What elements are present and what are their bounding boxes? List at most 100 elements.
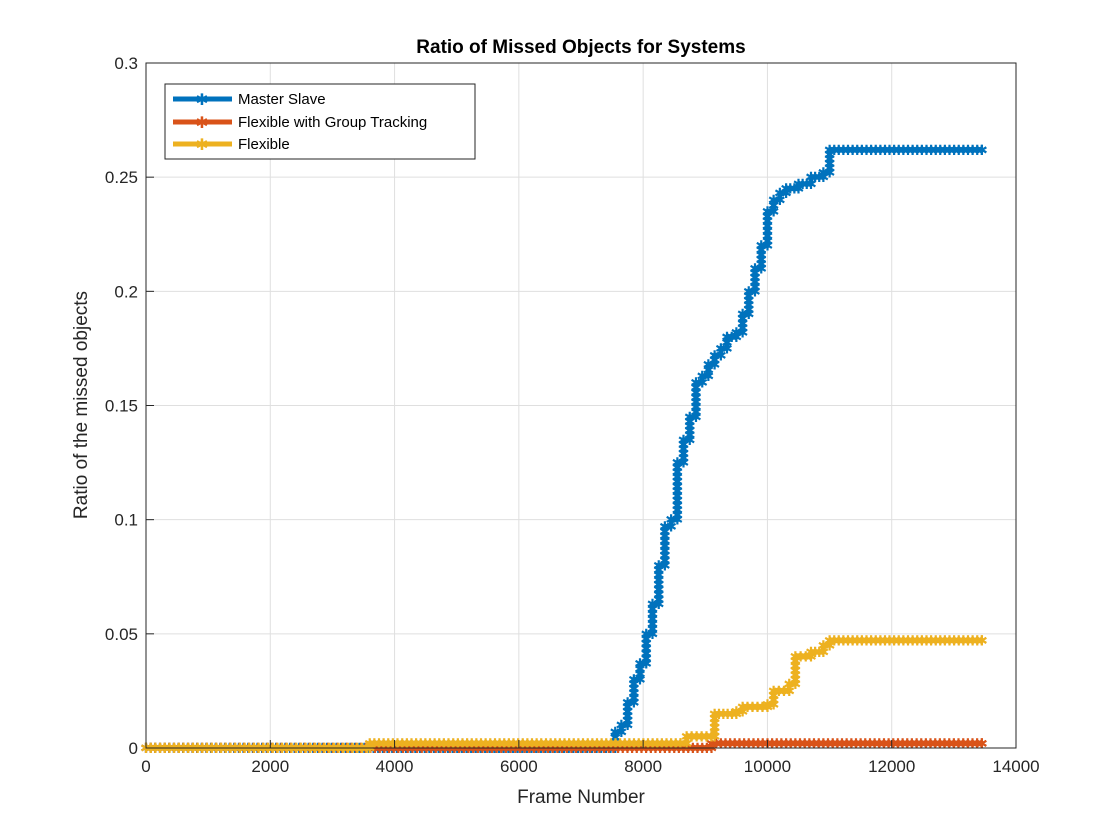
marker-master-slave-212: ✱ [743,307,755,323]
marker-master-slave-273: ✱ [874,143,886,159]
marker-master-slave-255: ✱ [817,170,829,186]
marker-master-slave-152: ✱ [659,534,671,550]
marker-master-slave-210: ✱ [737,312,749,328]
marker-flexible-151: ✱ [773,684,785,700]
marker-flexible-163: ✱ [800,650,812,666]
marker-flexible-167: ✱ [813,645,825,661]
marker-flexible-with-group-tracking-95: ✱ [584,741,596,757]
marker-flexible-180: ✱ [865,634,877,650]
marker-master-slave-270: ✱ [861,143,873,159]
marker-flexible-with-group-tracking-61: ✱ [425,741,437,757]
marker-flexible-with-group-tracking-140: ✱ [785,736,797,752]
marker-flexible-90: ✱ [549,736,561,752]
marker-flexible-21: ✱ [239,741,251,757]
marker-flexible-with-group-tracking-124: ✱ [710,736,722,752]
marker-flexible-186: ✱ [893,634,905,650]
marker-flexible-37: ✱ [314,741,326,757]
marker-master-slave-199: ✱ [715,348,727,364]
marker-master-slave-238: ✱ [768,204,780,220]
marker-flexible-89: ✱ [545,736,557,752]
marker-master-slave-112: ✱ [622,700,634,716]
x-tick-label-10000: 10000 [744,757,791,776]
marker-flexible-164: ✱ [805,650,817,666]
marker-flexible-71: ✱ [461,736,473,752]
marker-flexible-122: ✱ [691,730,703,746]
marker-flexible-46: ✱ [356,741,368,757]
marker-flexible-with-group-tracking-86: ✱ [542,741,554,757]
marker-master-slave-264: ✱ [833,143,845,159]
marker-flexible-54: ✱ [382,736,394,752]
marker-flexible-with-group-tracking-92: ✱ [570,741,582,757]
marker-flexible-with-group-tracking-80: ✱ [514,741,526,757]
marker-flexible-121: ✱ [686,730,698,746]
marker-master-slave-175: ✱ [678,437,690,453]
marker-master-slave-126: ✱ [640,647,652,663]
marker-flexible-with-group-tracking-109: ✱ [650,741,662,757]
marker-master-slave-284: ✱ [925,143,937,159]
marker-flexible-104: ✱ [614,736,626,752]
marker-flexible-with-group-tracking-136: ✱ [766,736,778,752]
marker-flexible-with-group-tracking-97: ✱ [594,741,606,757]
marker-flexible-with-group-tracking-123: ✱ [706,736,718,752]
marker-master-slave-123: ✱ [634,657,646,673]
marker-master-slave-116: ✱ [628,686,640,702]
marker-master-slave-147: ✱ [659,558,671,574]
marker-master-slave-244: ✱ [780,182,792,198]
marker-flexible-53: ✱ [378,736,390,752]
marker-flexible-with-group-tracking-79: ✱ [509,741,521,757]
marker-master-slave-150: ✱ [659,544,671,560]
marker-flexible-94: ✱ [568,736,580,752]
marker-flexible-118: ✱ [675,736,687,752]
marker-flexible-with-group-tracking-65: ✱ [444,741,456,757]
marker-master-slave-138: ✱ [653,597,665,613]
marker-master-slave-230: ✱ [762,239,774,255]
marker-master-slave-186: ✱ [690,395,702,411]
marker-flexible-with-group-tracking-76: ✱ [495,741,507,757]
marker-flexible-with-group-tracking-173: ✱ [939,736,951,752]
marker-master-slave-204: ✱ [726,330,738,346]
marker-master-slave-227: ✱ [755,248,767,264]
marker-flexible-with-group-tracking-116: ✱ [678,741,690,757]
marker-master-slave-216: ✱ [743,289,755,305]
marker-flexible-with-group-tracking-72: ✱ [477,741,489,757]
marker-master-slave-277: ✱ [893,143,905,159]
marker-master-slave-267: ✱ [847,143,859,159]
marker-master-slave-231: ✱ [762,234,774,250]
marker-flexible-138: ✱ [730,704,742,720]
marker-flexible-76: ✱ [484,736,496,752]
marker-flexible-with-group-tracking-120: ✱ [696,741,708,757]
marker-master-slave-173: ✱ [678,446,690,462]
marker-master-slave-205: ✱ [730,330,742,346]
marker-master-slave-121: ✱ [634,667,646,683]
marker-master-slave-229: ✱ [755,239,767,255]
marker-master-slave-247: ✱ [793,182,805,198]
marker-flexible-150: ✱ [768,684,780,700]
marker-master-slave-155: ✱ [659,520,671,536]
marker-flexible-with-group-tracking-100: ✱ [608,741,620,757]
marker-flexible-97: ✱ [582,736,594,752]
marker-master-slave-242: ✱ [774,186,786,202]
marker-master-slave-200: ✱ [715,341,727,357]
marker-master-slave-209: ✱ [737,316,749,332]
marker-flexible-4: ✱ [159,741,171,757]
marker-flexible-192: ✱ [921,634,933,650]
marker-flexible-22: ✱ [243,741,255,757]
marker-master-slave-135: ✱ [647,607,659,623]
marker-flexible-135: ✱ [722,707,734,723]
y-axis-label: Ratio of the missed objects [71,291,92,519]
marker-master-slave-232: ✱ [762,229,774,245]
marker-flexible-137: ✱ [730,707,742,723]
marker-flexible-102: ✱ [605,736,617,752]
marker-flexible-with-group-tracking-158: ✱ [869,736,881,752]
marker-flexible-185: ✱ [888,634,900,650]
marker-master-slave-156: ✱ [665,520,677,536]
marker-flexible-64: ✱ [429,736,441,752]
marker-flexible-with-group-tracking-49: ✱ [369,741,381,757]
marker-flexible-with-group-tracking-170: ✱ [925,736,937,752]
marker-master-slave-178: ✱ [684,428,696,444]
marker-flexible-203: ✱ [971,634,983,650]
marker-flexible-166: ✱ [809,645,821,661]
marker-master-slave-266: ✱ [842,143,854,159]
marker-flexible-with-group-tracking-54: ✱ [393,741,405,757]
marker-master-slave-272: ✱ [870,143,882,159]
